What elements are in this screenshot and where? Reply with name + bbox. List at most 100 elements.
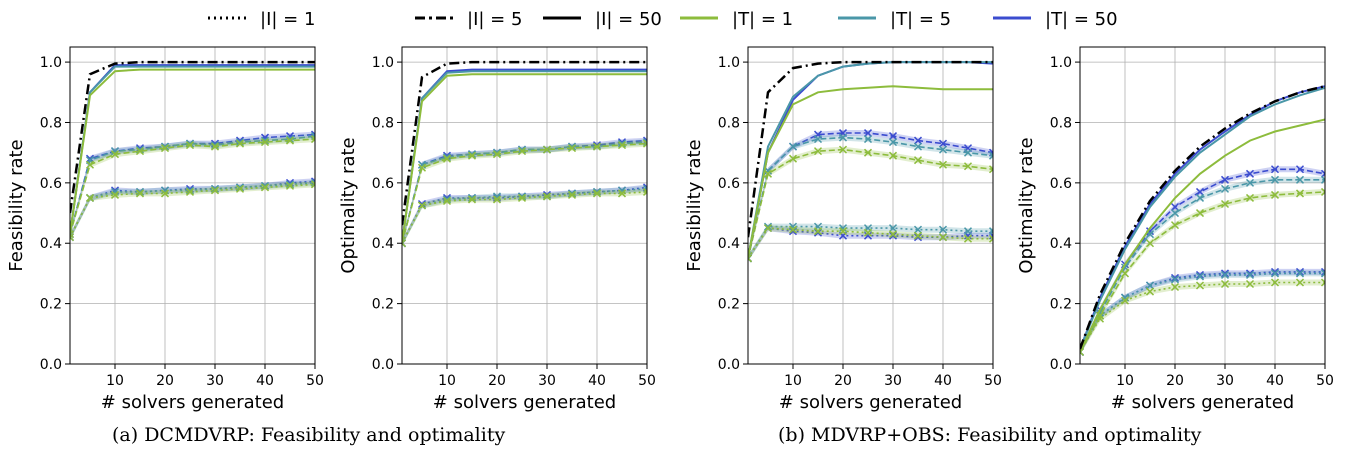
- data-point: [863, 129, 873, 138]
- y-tick-label: 1.0: [718, 55, 740, 71]
- y-tick-label: 0.8: [372, 115, 394, 131]
- data-point: [160, 144, 170, 153]
- data-point: [1320, 169, 1325, 178]
- data-point: [1220, 199, 1230, 209]
- x-axis-label: # solvers generated: [101, 392, 284, 413]
- series-line: [402, 73, 647, 244]
- data-point: [260, 181, 270, 190]
- y-tick-label: 0.2: [372, 297, 394, 313]
- y-tick-label: 0.4: [718, 236, 740, 252]
- data-point: [1220, 269, 1230, 278]
- series-line: [1080, 84, 1325, 350]
- data-point: [235, 184, 245, 193]
- series-line: [1080, 281, 1325, 353]
- data-point: [988, 227, 993, 236]
- y-tick-label: 1.0: [40, 55, 62, 71]
- data-point: [1195, 187, 1205, 196]
- series-layer: [1080, 84, 1325, 356]
- data-point: [160, 189, 170, 198]
- y-tick-label: 0.8: [1050, 115, 1072, 131]
- series-layer: [402, 60, 647, 248]
- data-point: [838, 133, 848, 142]
- data-point: [748, 254, 753, 263]
- series-line: [748, 61, 993, 259]
- series-layer: [748, 60, 993, 263]
- axes-frame: [69, 46, 316, 365]
- data-point: [70, 230, 75, 239]
- data-point: [210, 141, 220, 150]
- data-point: [1295, 278, 1305, 287]
- data-point: [642, 187, 647, 196]
- series-ci-band: [402, 184, 647, 247]
- data-point: [863, 228, 873, 237]
- y-tick-label: 0.6: [718, 176, 740, 192]
- data-point: [110, 150, 120, 159]
- data-point: [442, 154, 452, 163]
- data-point: [863, 148, 873, 157]
- y-tick-label: 0.4: [1050, 236, 1072, 252]
- legend-label: |T| = 1: [732, 9, 793, 30]
- data-point: [135, 189, 145, 198]
- data-point: [913, 142, 923, 151]
- data-point: [938, 139, 948, 148]
- data-point: [1145, 239, 1155, 248]
- data-point: [517, 147, 527, 156]
- data-point: [310, 180, 315, 189]
- series-ci-band: [1080, 268, 1325, 355]
- legend-label: |I| = 5: [467, 9, 522, 30]
- data-point: [1320, 267, 1325, 276]
- data-point: [1080, 347, 1085, 356]
- series-ci-band: [1080, 270, 1325, 355]
- data-point: [442, 196, 452, 206]
- data-point: [888, 231, 898, 240]
- x-axis-label: # solvers generated: [779, 392, 962, 413]
- data-point: [210, 186, 220, 195]
- series-line: [402, 191, 647, 244]
- series-line: [1080, 191, 1325, 353]
- series-line: [70, 65, 315, 235]
- data-point: [1195, 272, 1205, 281]
- data-point: [260, 183, 270, 192]
- data-point: [938, 160, 948, 169]
- data-point: [1245, 178, 1255, 187]
- data-point: [888, 138, 898, 147]
- data-point: [988, 151, 993, 160]
- data-point: [788, 154, 798, 163]
- x-tick-label: 30: [884, 373, 902, 389]
- data-point: [70, 233, 75, 242]
- data-point: [417, 163, 427, 172]
- data-point: [1245, 269, 1255, 278]
- data-point: [110, 190, 120, 199]
- data-point: [938, 233, 948, 242]
- data-point: [1170, 209, 1180, 218]
- series-line: [1080, 86, 1325, 350]
- data-point: [1170, 275, 1180, 284]
- series-ci-band: [748, 225, 993, 262]
- data-point: [492, 195, 502, 204]
- data-point: [617, 139, 627, 148]
- data-point: [1270, 267, 1280, 276]
- series-ci-band: [748, 225, 993, 262]
- series-line: [402, 70, 647, 244]
- data-point: [135, 147, 145, 156]
- y-tick-label: 0.2: [1050, 297, 1072, 313]
- data-point: [1195, 281, 1205, 290]
- data-point: [1120, 293, 1130, 302]
- data-point: [642, 136, 647, 145]
- data-point: [1270, 165, 1280, 174]
- data-point: [467, 195, 477, 204]
- y-tick-label: 0.8: [718, 115, 740, 131]
- data-point: [235, 138, 245, 147]
- legend-label: |T| = 50: [1045, 9, 1118, 30]
- data-point: [788, 225, 798, 234]
- data-point: [210, 142, 220, 151]
- data-point: [1145, 227, 1155, 236]
- series-line: [70, 68, 315, 235]
- data-point: [838, 224, 848, 233]
- data-point: [1220, 184, 1230, 193]
- data-point: [1320, 269, 1325, 278]
- data-point: [963, 227, 973, 236]
- x-tick-label: 50: [638, 373, 656, 389]
- x-axis-label: # solvers generated: [433, 392, 616, 413]
- data-point: [813, 147, 823, 156]
